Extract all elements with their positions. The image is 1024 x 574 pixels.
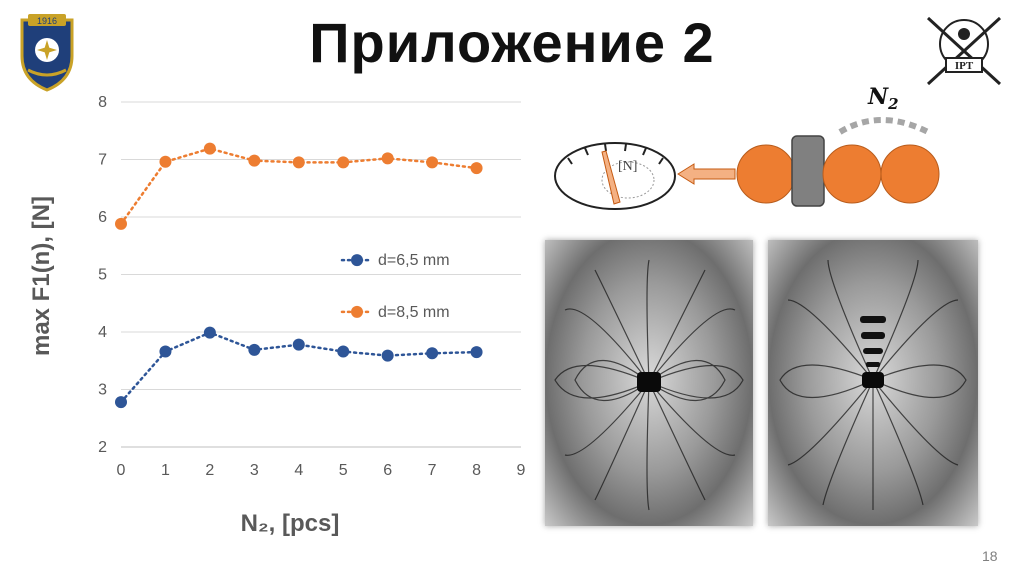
x-axis-label: N₂, [pcs]: [240, 510, 340, 537]
y-tick-label: 2: [98, 439, 107, 456]
y-tick-label: 3: [98, 382, 107, 399]
slide-title: Приложение 2: [309, 11, 715, 74]
magnet-block: [791, 135, 825, 207]
x-tick-label: 6: [383, 462, 392, 479]
data-point-1: [115, 217, 127, 230]
y-tick-label: 7: [98, 152, 107, 169]
series-line-1: [119, 147, 478, 226]
magnetic-field-pattern-chain-photo: [768, 240, 978, 526]
data-point-0: [470, 346, 483, 359]
crest-year: 1916: [37, 16, 57, 26]
data-point-0: [115, 396, 127, 409]
ball-1: [736, 144, 796, 204]
x-tick-label: 5: [339, 462, 348, 479]
data-point-0: [292, 338, 305, 351]
ball-2: [822, 144, 882, 204]
y-tick-label: 8: [98, 94, 107, 111]
university-crest-icon: 1916: [20, 14, 74, 92]
y-axis-label: max F1(n), [N]: [28, 196, 55, 357]
field-lines-2: [779, 259, 967, 510]
data-point-0: [381, 349, 394, 362]
field-lines-1: [554, 259, 744, 511]
data-point-1: [470, 162, 483, 175]
y-tick-label: 5: [98, 267, 107, 284]
x-tick-label: 7: [428, 462, 437, 479]
y-tick-label: 6: [98, 209, 107, 226]
legend-marker-1: [351, 305, 363, 318]
x-tick-label: 0: [117, 462, 126, 479]
data-point-1: [203, 142, 216, 155]
line-chart: 2 3 4 5 6 7 8 0 1 2 3 4 5 6 7 8 9 d=6,5 mm d=8,5 mm: [98, 94, 526, 479]
series-line-0: [119, 331, 478, 404]
chain-dots: [838, 117, 930, 135]
data-point-0: [248, 343, 261, 356]
gauge-label: [N]: [618, 159, 637, 174]
x-tick-label: 4: [294, 462, 303, 479]
x-tick-label: 8: [472, 462, 481, 479]
legend-label-1: d=8,5 mm: [378, 304, 450, 321]
data-point-0: [337, 345, 350, 358]
data-point-0: [426, 347, 439, 360]
emblem-text: IPT: [955, 60, 974, 72]
data-point-0: [203, 326, 216, 339]
magnetic-field-pattern-photo: [545, 240, 753, 526]
iypt-emblem-icon: IPT: [926, 16, 1002, 86]
data-point-1: [292, 156, 305, 169]
setup-diagram: [N] N2: [554, 84, 940, 210]
data-point-1: [159, 155, 172, 168]
pull-arrow-icon: [677, 163, 736, 185]
data-point-1: [426, 156, 439, 169]
ball-3: [880, 144, 940, 204]
page-number: 18: [982, 548, 998, 564]
data-point-1: [248, 154, 261, 167]
legend-marker-0: [351, 254, 363, 267]
force-gauge-icon: [N]: [554, 142, 676, 210]
x-tick-label: 2: [205, 462, 214, 479]
x-tick-label: 1: [161, 462, 170, 479]
y-tick-label: 4: [98, 324, 107, 341]
data-point-1: [337, 156, 350, 169]
data-point-1: [381, 152, 394, 165]
n2-label: N2: [867, 84, 899, 113]
data-point-0: [159, 345, 172, 358]
legend-label-0: d=6,5 mm: [378, 252, 450, 269]
x-tick-label: 3: [250, 462, 259, 479]
x-tick-label: 9: [517, 462, 526, 479]
